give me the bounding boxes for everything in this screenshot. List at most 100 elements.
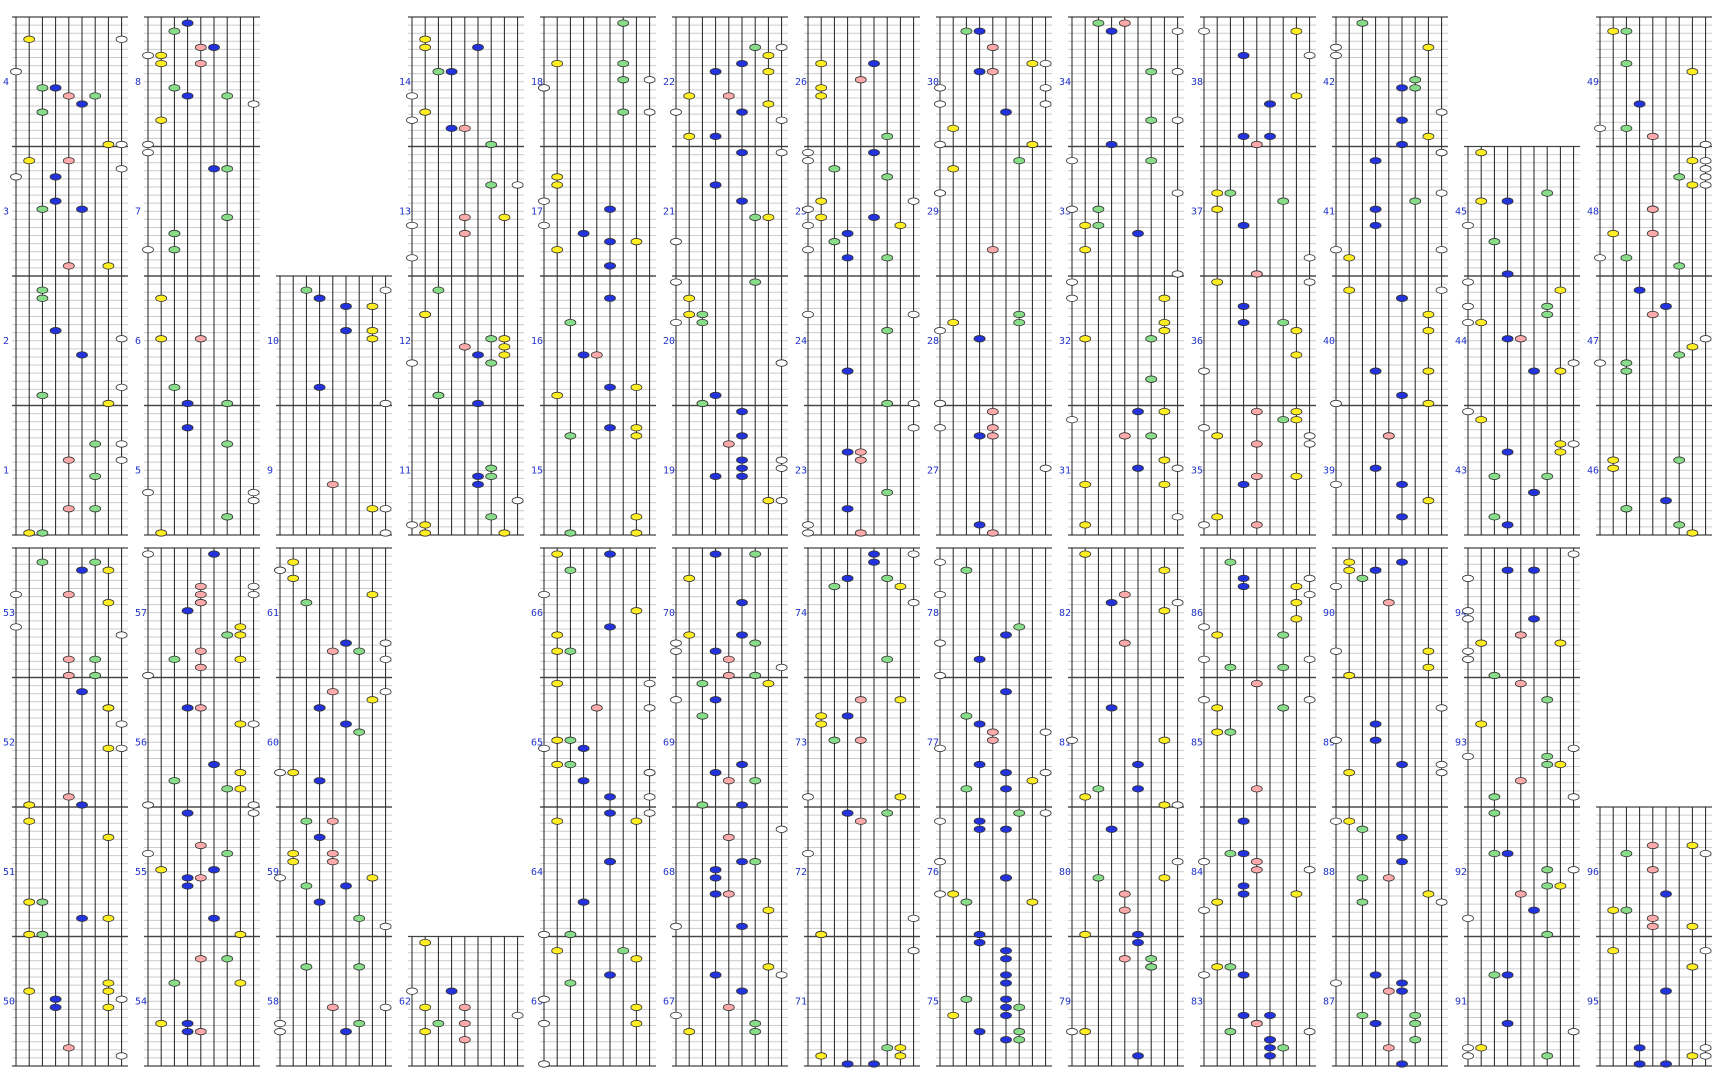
note — [894, 582, 907, 591]
note — [419, 1003, 432, 1011]
note — [498, 343, 511, 351]
note — [379, 286, 392, 294]
note — [1237, 480, 1250, 489]
measure-number: 25 — [795, 206, 807, 217]
measure-number: 94 — [1455, 608, 1467, 619]
note — [1132, 407, 1144, 416]
note — [590, 704, 603, 712]
note — [326, 817, 339, 825]
note — [1699, 1044, 1712, 1052]
note — [326, 849, 339, 858]
measure: 62 — [399, 935, 524, 1067]
note — [1211, 432, 1224, 440]
note — [1330, 246, 1342, 254]
measure-number: 20 — [663, 336, 675, 347]
note — [49, 84, 62, 92]
note — [1039, 100, 1052, 108]
measure-number: 11 — [399, 465, 411, 476]
note — [1699, 181, 1712, 189]
note — [670, 639, 682, 647]
note — [551, 181, 564, 189]
note — [1343, 817, 1356, 825]
measure: 8 — [135, 16, 260, 149]
note — [194, 704, 207, 712]
note — [775, 148, 788, 157]
note — [815, 1052, 828, 1060]
note — [828, 736, 841, 744]
note — [1105, 27, 1118, 35]
note — [194, 955, 207, 963]
measure: 31 — [1059, 404, 1184, 536]
note — [1264, 1044, 1276, 1052]
note — [1633, 286, 1646, 294]
note — [1211, 728, 1224, 736]
measure: 4 — [3, 16, 128, 149]
note — [538, 930, 550, 939]
measure-number: 87 — [1323, 996, 1335, 1007]
note — [458, 213, 471, 221]
note — [485, 335, 498, 343]
note — [1290, 92, 1303, 100]
note — [1237, 882, 1250, 890]
note — [472, 351, 484, 359]
note — [89, 472, 102, 480]
note — [841, 229, 854, 238]
note — [1026, 777, 1039, 785]
note — [379, 529, 392, 537]
note — [115, 140, 128, 149]
note — [1435, 769, 1448, 777]
note — [564, 930, 577, 939]
note — [604, 858, 616, 866]
note — [1607, 456, 1620, 464]
note — [1303, 440, 1316, 448]
note — [62, 590, 75, 599]
measure: 90 — [1323, 547, 1448, 680]
note — [1171, 189, 1184, 197]
note — [670, 696, 682, 704]
measure-number: 43 — [1455, 465, 1467, 476]
note — [881, 132, 894, 141]
note — [881, 809, 894, 817]
note — [1000, 1003, 1012, 1011]
note — [683, 92, 696, 100]
note — [1303, 1028, 1316, 1036]
note — [221, 213, 234, 221]
note — [1686, 157, 1699, 165]
note — [841, 367, 854, 375]
measure: 48 — [1587, 145, 1712, 277]
note — [102, 704, 115, 712]
note — [986, 728, 999, 736]
measure-number: 67 — [663, 996, 675, 1007]
measure-number: 18 — [531, 77, 543, 88]
note — [1686, 841, 1699, 850]
note — [1171, 464, 1184, 472]
note — [1422, 327, 1435, 335]
note — [1620, 27, 1633, 35]
note — [1422, 497, 1435, 505]
note — [1000, 874, 1012, 882]
note — [1000, 785, 1012, 793]
note — [406, 116, 418, 124]
note — [1699, 1052, 1712, 1060]
note — [709, 769, 722, 777]
measure: 57 — [135, 547, 260, 680]
note — [115, 383, 128, 391]
note — [115, 744, 128, 752]
note — [1462, 615, 1474, 623]
note — [538, 1019, 550, 1028]
note — [828, 238, 841, 246]
measure-number: 33 — [1059, 206, 1071, 217]
note — [973, 432, 986, 440]
measure-number: 64 — [531, 867, 543, 878]
note — [1435, 148, 1448, 157]
note — [1488, 671, 1501, 680]
note — [1514, 335, 1527, 343]
note — [1435, 189, 1448, 197]
note — [1026, 59, 1039, 68]
note — [736, 148, 748, 157]
note — [1567, 866, 1580, 874]
note — [1237, 890, 1250, 898]
note — [1000, 631, 1012, 639]
note — [1488, 513, 1501, 521]
note — [1488, 849, 1501, 858]
